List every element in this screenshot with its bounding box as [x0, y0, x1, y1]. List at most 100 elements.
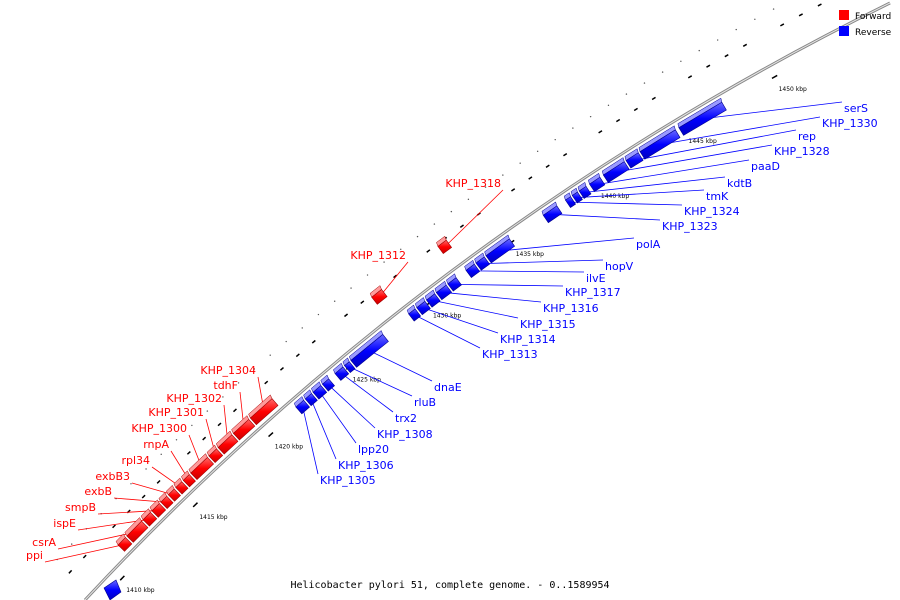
gene-label-paad[interactable]: paaD	[751, 160, 780, 173]
gene-label-khp-1314[interactable]: KHP_1314	[500, 333, 556, 346]
leader-khp-1314	[423, 307, 499, 334]
gene-label-tmk[interactable]: tmK	[706, 190, 729, 203]
gene-label-khp-1302[interactable]: KHP_1302	[166, 392, 222, 405]
gene-block-face	[167, 488, 181, 502]
tick-mark	[119, 575, 125, 581]
gene-label-khp-1324[interactable]: KHP_1324	[684, 205, 740, 218]
minor-tick	[344, 313, 349, 318]
outer-dot	[383, 261, 385, 263]
gene-label-exbb3[interactable]: exbB3	[95, 470, 130, 483]
gene-label-rep[interactable]: rep	[798, 130, 816, 143]
minor-tick	[156, 479, 161, 484]
gene-label-khp-1301[interactable]: KHP_1301	[148, 406, 204, 419]
gene-label-lpp20[interactable]: lpp20	[358, 443, 389, 456]
gene-block-face	[426, 293, 441, 308]
gene-label-pola[interactable]: polA	[636, 238, 661, 251]
gene-block-khp-1305	[293, 396, 310, 415]
gene-block-face	[182, 474, 196, 488]
outer-dot	[484, 186, 487, 188]
gene-label-khp-1308[interactable]: KHP_1308	[377, 428, 433, 441]
gene-block-face	[295, 399, 310, 415]
gene-block-exbb3	[166, 484, 181, 502]
gene-block-face	[312, 385, 328, 400]
gene-label-khp-1330[interactable]: KHP_1330	[822, 117, 878, 130]
outer-dot	[206, 410, 209, 412]
outer-dot	[237, 382, 240, 384]
gene-label-hopv[interactable]: hopV	[605, 260, 634, 273]
gene-label-dnae[interactable]: dnaE	[434, 381, 462, 394]
leader-khp-1330	[659, 116, 821, 145]
gene-label-kdtb[interactable]: kdtB	[727, 177, 752, 190]
gene-label-sers[interactable]: serS	[844, 102, 868, 115]
gene-block-rnpa	[181, 470, 196, 488]
leader-tmk	[577, 189, 705, 198]
outer-dot	[433, 223, 436, 225]
outer-dot	[519, 162, 521, 164]
gene-block-face	[142, 511, 158, 527]
leader-csra	[57, 531, 138, 550]
gene-block-face	[437, 239, 453, 255]
outer-dot	[317, 313, 320, 316]
outer-dot	[680, 60, 682, 63]
outer-dot	[698, 49, 700, 52]
gene-label-khp-1323[interactable]: KHP_1323	[662, 220, 718, 233]
outer-dot	[625, 93, 628, 95]
minor-tick	[68, 569, 73, 574]
outer-dot	[661, 71, 664, 73]
minor-tick	[112, 524, 116, 529]
gene-label-rpl34[interactable]: rpl34	[121, 454, 150, 467]
legend-label-forward: Forward	[855, 12, 891, 22]
minor-tick	[202, 436, 207, 441]
minor-tick	[651, 96, 656, 101]
gene-label-tdhf[interactable]: tdhF	[213, 379, 238, 392]
gene-label-rnpa[interactable]: rnpA	[143, 438, 169, 451]
gene-label-khp-1328[interactable]: KHP_1328	[774, 145, 830, 158]
gene-label-khp-1304[interactable]: KHP_1304	[200, 364, 256, 377]
outer-dot	[285, 340, 287, 343]
gene-label-khp-1316[interactable]: KHP_1316	[543, 302, 599, 315]
leader-sers	[702, 101, 843, 120]
outer-dot	[160, 453, 162, 456]
gene-block-khp-1318	[436, 235, 453, 255]
gene-block-khp-1328	[601, 157, 630, 184]
leader-pola	[500, 237, 635, 252]
gene-block-csra	[124, 517, 149, 543]
gene-block-sers	[677, 97, 727, 136]
outer-dot	[735, 28, 737, 31]
leader-ppi	[44, 544, 126, 563]
gene-label-khp-1313[interactable]: KHP_1313	[482, 348, 538, 361]
gene-label-khp-1318[interactable]: KHP_1318	[445, 177, 501, 190]
gene-block-khp-1323	[541, 201, 563, 224]
minor-tick	[311, 339, 316, 344]
gene-label-khp-1312[interactable]: KHP_1312	[350, 249, 406, 262]
outer-dot	[145, 468, 147, 470]
minor-tick	[279, 366, 284, 371]
minor-tick	[563, 152, 568, 157]
gene-label-ppi[interactable]: ppi	[26, 549, 43, 562]
gene-label-khp-1306[interactable]: KHP_1306	[338, 459, 394, 472]
gene-label-khp-1317[interactable]: KHP_1317	[565, 286, 621, 299]
gene-label-khp-1305[interactable]: KHP_1305	[320, 474, 376, 487]
outer-dot	[589, 115, 592, 118]
gene-label-trx2[interactable]: trx2	[395, 412, 417, 425]
gene-label-ilve[interactable]: ilvE	[586, 272, 606, 285]
gene-label-ispe[interactable]: ispE	[53, 517, 76, 530]
gene-label-smpb[interactable]: smpB	[65, 501, 96, 514]
gene-block-face	[151, 503, 167, 518]
gene-label-khp-1300[interactable]: KHP_1300	[131, 422, 187, 435]
gene-block-face	[208, 448, 224, 463]
outer-dot	[607, 104, 610, 107]
leader-paad	[597, 159, 750, 185]
gene-block-face	[344, 361, 356, 374]
gene-label-exbb[interactable]: exbB	[84, 485, 112, 498]
gene-label-csra[interactable]: csrA	[32, 536, 56, 549]
gene-block-face	[175, 481, 189, 495]
gene-label-khp-1315[interactable]: KHP_1315	[520, 318, 576, 331]
gene-block-face	[589, 176, 606, 193]
gene-label-rlub[interactable]: rluB	[414, 396, 436, 409]
minor-tick	[459, 224, 464, 228]
gene-block-khp-1300	[188, 453, 215, 481]
leader-rep	[634, 129, 797, 161]
